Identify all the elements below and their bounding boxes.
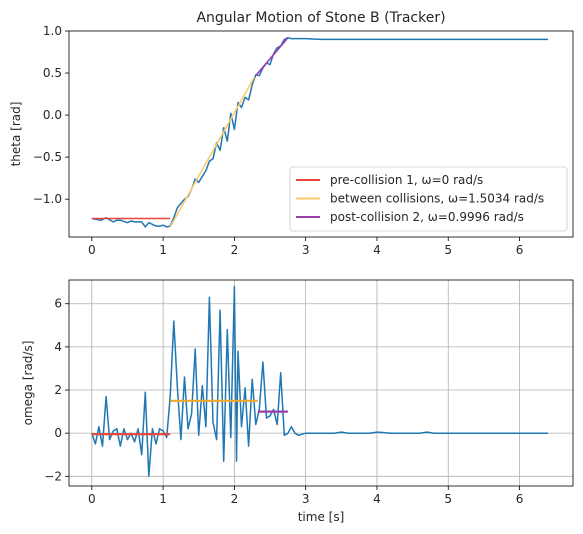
y-tick-label: 0.0 [43,108,62,122]
x-tick-label: 2 [231,243,239,257]
y-tick-label: 1.0 [43,24,62,38]
y-tick-label: −0.5 [33,150,62,164]
legend-label: between collisions, ω=1.5034 rad/s [330,192,544,206]
top-y-axis-label: theta [rad] [9,102,23,167]
fit-segment-line [169,76,255,228]
x-tick-label: 4 [373,243,381,257]
bottom-y-axis-label: omega [rad/s] [21,341,35,426]
y-tick-label: −2 [44,469,62,483]
x-tick-label: 4 [373,492,381,506]
x-tick-label: 1 [159,492,167,506]
fit-segment-line [255,37,289,77]
chart-title: Angular Motion of Stone B (Tracker) [196,10,445,26]
legend-label: pre-collision 1, ω=0 rad/s [330,173,483,187]
x-tick-label: 0 [88,243,96,257]
x-axis-label: time [s] [298,510,345,524]
data-series-line [91,285,548,478]
y-tick-label: 4 [54,340,62,354]
x-tick-label: 3 [302,243,310,257]
y-tick-label: 0.5 [43,66,62,80]
x-tick-label: 5 [444,243,452,257]
x-tick-label: 6 [516,243,524,257]
legend: pre-collision 1, ω=0 rad/s between collis… [289,166,568,232]
y-tick-label: 6 [54,297,62,311]
x-tick-label: 6 [516,492,524,506]
theta-axes: 0 1 2 3 4 5 6 −1.0 −0.5 0.0 0.5 1.0 pre-collision 1,… [33,24,574,257]
x-tick-label: 5 [444,492,452,506]
x-tick-label: 0 [88,492,96,506]
data-series-line [91,36,548,228]
axes-frame [68,279,574,487]
x-tick-label: 2 [231,492,239,506]
omega-axes: 0 1 2 3 4 5 6 −2 0 2 4 6 [44,279,574,506]
y-tick-label: 0 [54,426,62,440]
y-tick-label: −1.0 [33,192,62,206]
x-tick-label: 1 [159,243,167,257]
legend-label: post-collision 2, ω=0.9996 rad/s [330,210,524,224]
legend-frame [289,166,568,232]
x-tick-label: 3 [302,492,310,506]
axes-frame [68,30,574,238]
y-tick-label: 2 [54,383,62,397]
